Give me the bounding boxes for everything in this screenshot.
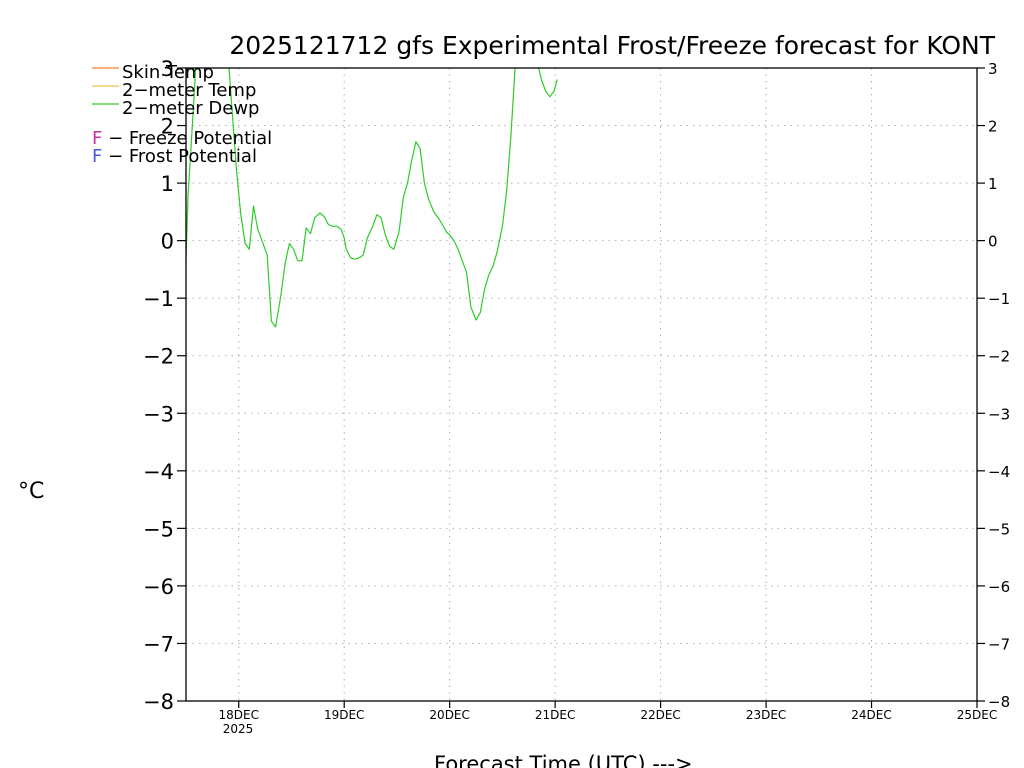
y-tick-label-right-5: −2 [988, 348, 1010, 366]
potential-legend-entry-1: F − Frost Potential [92, 146, 257, 167]
grid [186, 68, 977, 701]
y-tick-label-right-4: −1 [988, 290, 1010, 308]
y-tick-label-left-6: −3 [143, 402, 174, 426]
y-tick-label-left-8: −5 [143, 517, 174, 541]
y-tick-label-left-4: −1 [143, 287, 174, 311]
y-axis-right-labels: 3 2 1 0 −1 −2 −3 −4 −5 −6 −7 −8 [988, 60, 1010, 711]
x-tick-label-3: 21DEC [535, 708, 575, 722]
x-axis-year-label: 2025 [223, 722, 254, 736]
y-axis-left-labels: 3 2 1 0 −1 −2 −3 −4 −5 −6 −7 −8 [143, 57, 174, 714]
x-tick-label-4: 22DEC [640, 708, 680, 722]
y-tick-label-left-3: 0 [161, 230, 174, 254]
potential-legend-text-0: − Freeze Potential [102, 128, 272, 149]
y-tick-label-right-6: −3 [988, 405, 1010, 423]
y-tick-label-right-11: −8 [988, 693, 1010, 711]
x-tick-label-7: 25DEC [957, 708, 997, 722]
x-tick-label-5: 23DEC [746, 708, 786, 722]
chart-title: 2025121712 gfs Experimental Frost/Freeze… [229, 31, 995, 60]
x-tick-label-6: 24DEC [851, 708, 891, 722]
y-tick-label-right-1: 2 [988, 118, 998, 136]
y-tick-label-left-11: −8 [143, 690, 174, 714]
series-layer [186, 68, 558, 328]
y-tick-label-right-0: 3 [988, 60, 998, 78]
y-tick-label-right-9: −6 [988, 578, 1010, 596]
potential-legend-text-1: − Frost Potential [102, 146, 257, 167]
axis-ticks [177, 67, 985, 708]
y-tick-label-right-2: 1 [988, 175, 998, 193]
y-tick-label-right-10: −7 [988, 635, 1010, 653]
y-tick-label-left-7: −4 [143, 460, 174, 484]
y-tick-label-left-9: −6 [143, 575, 174, 599]
y-tick-label-left-1: 2 [161, 115, 174, 139]
x-axis-labels: 18DEC 19DEC 20DEC 21DEC 22DEC 23DEC 24DEC 25DEC [218, 708, 997, 722]
x-tick-label-0: 18DEC [218, 708, 258, 722]
x-tick-label-2: 20DEC [429, 708, 469, 722]
y-tick-label-right-3: 0 [988, 233, 998, 251]
legend-label-0: Skin Temp [122, 62, 214, 83]
y-tick-label-left-5: −2 [143, 345, 174, 369]
potential-legend-letter-1: F [92, 146, 102, 167]
legend-label-2: 2−meter Dewp [122, 98, 259, 119]
plot-frame [185, 67, 978, 702]
y-tick-label-right-8: −5 [988, 520, 1010, 538]
y-tick-label-left-2: 1 [161, 172, 174, 196]
y-tick-label-right-7: −4 [988, 463, 1010, 481]
series-line-0 [186, 68, 558, 328]
y-axis-label: °C [18, 479, 44, 504]
potential-legend-entry-0: F − Freeze Potential [92, 128, 272, 149]
y-tick-label-left-10: −7 [143, 632, 174, 656]
y-tick-label-left-0: 3 [161, 57, 174, 81]
potential-legend-letter-0: F [92, 128, 102, 149]
legend-label-1: 2−meter Temp [122, 80, 256, 101]
x-axis-label: Forecast Time (UTC) ---> [434, 752, 693, 768]
x-tick-label-1: 19DEC [324, 708, 364, 722]
